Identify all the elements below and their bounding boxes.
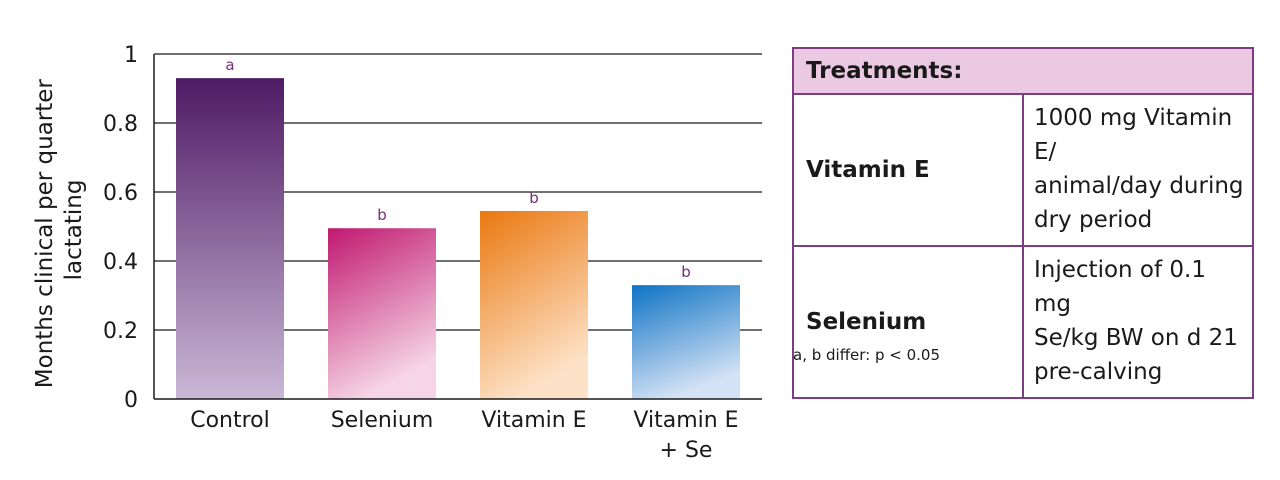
y-tick-label: 0.4: [103, 250, 138, 275]
significance-label: a: [225, 56, 234, 74]
y-tick-label: 0: [124, 388, 138, 413]
x-category-label: Selenium: [331, 408, 434, 433]
significance-label: b: [681, 263, 691, 281]
x-category-labels: Control Selenium Vitamin E Vitamin E + Se: [190, 408, 738, 463]
bars: [176, 78, 740, 400]
significance-footnote: a, b differ: p < 0.05: [793, 346, 941, 364]
treatments-title: Treatments:: [792, 47, 1254, 95]
x-category-label: Control: [190, 408, 270, 433]
axes: [153, 54, 762, 400]
bar: [480, 210, 588, 399]
bar-chart: 0 0.2 0.4 0.6 0.8 1 Control Selenium Vitamin E V…: [32, 43, 762, 463]
y-axis-label-line-1: Months clinical per quarter: [32, 79, 58, 389]
significance-label: b: [529, 189, 539, 207]
bar: [176, 78, 284, 400]
y-axis-label: Months clinical per quarter lactating: [32, 72, 87, 388]
x-category-label: Vitamin E: [481, 408, 586, 433]
treatment-name-selenium: Selenium: [792, 245, 1024, 399]
y-tick-label: 1: [124, 43, 138, 68]
treatment-name-vitamin-e: Vitamin E: [792, 93, 1024, 247]
treatments-table: Treatments: Vitamin E 1000 mg Vitamin E/…: [792, 47, 1254, 399]
treatments-header-row: Treatments:: [792, 47, 1254, 95]
bar: [632, 285, 740, 399]
y-tick-labels: 0 0.2 0.4 0.6 0.8 1: [103, 43, 138, 413]
table-row: Vitamin E 1000 mg Vitamin E/ animal/day …: [792, 93, 1254, 247]
bar: [328, 228, 436, 399]
treatment-desc-vitamin-e: 1000 mg Vitamin E/ animal/day during dry…: [1022, 93, 1254, 247]
y-tick-label: 0.6: [103, 181, 138, 206]
significance-label: b: [377, 206, 387, 224]
treatment-desc-selenium: Injection of 0.1 mg Se/kg BW on d 21 pre…: [1022, 245, 1254, 399]
significance-labels: a b b b: [225, 56, 690, 281]
x-category-label: + Se: [660, 438, 713, 463]
x-category-label: Vitamin E: [633, 408, 738, 433]
y-tick-label: 0.8: [103, 112, 138, 137]
y-tick-label: 0.2: [103, 319, 138, 344]
table-row: Selenium Injection of 0.1 mg Se/kg BW on…: [792, 245, 1254, 399]
y-axis-label-line-2: lactating: [61, 180, 87, 281]
